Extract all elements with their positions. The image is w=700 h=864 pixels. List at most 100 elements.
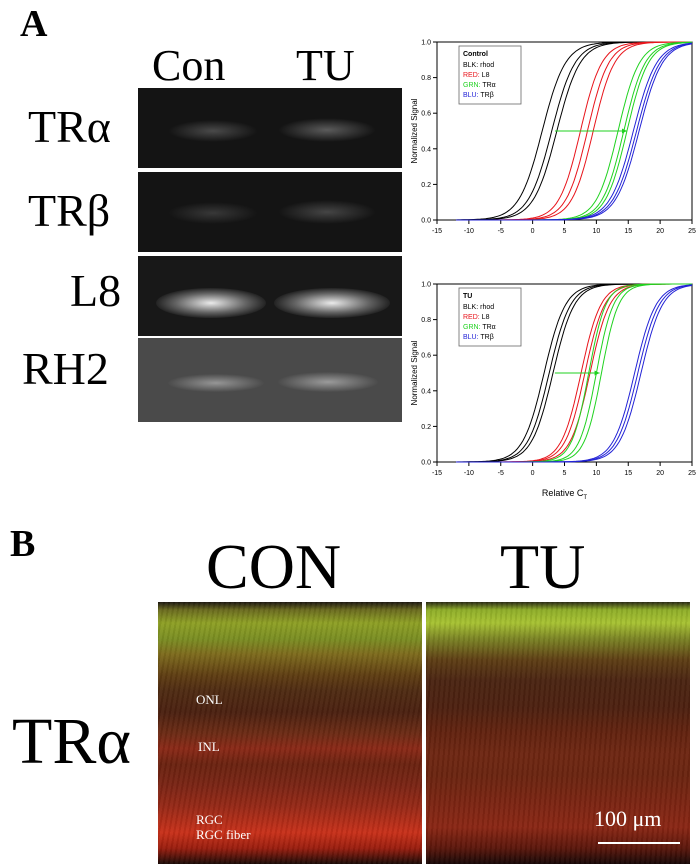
x-tick-label: 20 xyxy=(656,470,664,477)
legend-entry-name: rhod xyxy=(478,62,494,69)
legend-entry-key: RED: xyxy=(463,314,480,321)
y-tick-label: 0.0 xyxy=(421,218,431,225)
x-tick-label: 25 xyxy=(688,228,696,235)
x-tick-label: 5 xyxy=(563,228,567,235)
x-tick-label: -5 xyxy=(498,470,504,477)
y-tick-label: 1.0 xyxy=(421,282,431,289)
x-tick-label: 10 xyxy=(592,470,600,477)
legend-entry-key: BLU: xyxy=(463,92,479,99)
panel-b-label: B xyxy=(10,523,36,565)
x-tick-label: 15 xyxy=(624,228,632,235)
legend-entry: BLU: TRβ xyxy=(463,334,494,341)
legend-box xyxy=(458,287,522,347)
legend-title: TU xyxy=(463,293,472,300)
gel-band-tu xyxy=(278,118,376,142)
x-tick-label: 0 xyxy=(531,470,535,477)
gel-band-con xyxy=(168,202,258,224)
legend-entry: BLK: rhod xyxy=(463,304,494,311)
gel-band-con xyxy=(168,374,264,392)
layer-label-onl: ONL xyxy=(196,692,223,707)
x-axis-label-subscript: T xyxy=(583,495,587,501)
x-tick-label: -15 xyxy=(432,228,442,235)
legend-entry: RED: L8 xyxy=(463,72,490,79)
y-tick-label: 0.4 xyxy=(421,388,431,395)
y-tick-label: 0.2 xyxy=(421,182,431,189)
tissue-texture xyxy=(158,602,422,864)
x-tick-label: 5 xyxy=(563,470,567,477)
gel-row-label-tralpha: TRα xyxy=(28,101,111,152)
legend-entry: GRN: TRα xyxy=(463,82,496,89)
legend-entry-key: RED: xyxy=(463,72,480,79)
micrograph-row-label: TRα xyxy=(12,705,131,778)
legend-entry: RED: L8 xyxy=(463,314,490,321)
qpcr-chart-tu: -15 -10 -5 0 5 10 15 20 25 0.0 0.2 0.4 0.6 0.8 1.0 Norm… xyxy=(410,282,696,502)
scale-bar-label: 100 μm xyxy=(594,806,662,831)
x-tick-label: -10 xyxy=(464,228,474,235)
x-tick-label: 25 xyxy=(688,470,696,477)
x-tick-label: 10 xyxy=(592,228,600,235)
micrograph-tu: 100 μm xyxy=(426,602,690,864)
y-tick-label: 0.6 xyxy=(421,353,431,360)
legend-entry-key: GRN: xyxy=(463,82,481,89)
y-tick-label: 1.0 xyxy=(421,40,431,47)
x-tick-label: 15 xyxy=(624,470,632,477)
legend-entry-name: TRβ xyxy=(479,92,494,99)
gel-row-label-l8: L8 xyxy=(70,265,122,316)
tissue-texture xyxy=(426,602,690,864)
gel-band-tu xyxy=(274,288,390,318)
legend-entry-name: L8 xyxy=(480,72,490,79)
layer-label-inl: INL xyxy=(198,739,220,754)
y-axis-label: Normalized Signal xyxy=(410,98,419,163)
legend-box xyxy=(458,45,522,105)
legend-entry-key: BLK: xyxy=(463,304,478,311)
legend-entry-key: BLU: xyxy=(463,334,479,341)
legend-entry: BLU: TRβ xyxy=(463,92,494,99)
shift-arrow-head xyxy=(594,370,600,376)
gel-row-label-rh2: RH2 xyxy=(22,343,109,394)
legend-entry: BLK: rhod xyxy=(463,62,494,69)
micrograph-column-con: CON xyxy=(206,531,342,602)
y-tick-label: 0.4 xyxy=(421,146,431,153)
gel-strip-l8 xyxy=(138,256,402,336)
legend-entry-name: TRα xyxy=(481,82,496,89)
gel-column-con: Con xyxy=(152,41,226,90)
legend-entry-key: GRN: xyxy=(463,324,481,331)
layer-label-rgc-fiber: RGC fiber xyxy=(196,827,251,842)
y-tick-label: 0.8 xyxy=(421,317,431,324)
x-tick-label: -15 xyxy=(432,470,442,477)
legend-entry-key: BLK: xyxy=(463,62,478,69)
series-line-TRβ xyxy=(456,285,693,463)
x-tick-label: 0 xyxy=(531,228,535,235)
qpcr-chart-control: -15 -10 -5 0 5 10 15 20 25 0.0 0.2 0.4 0.6 0.8 1.0 Norm… xyxy=(410,40,696,236)
legend-title: Control xyxy=(463,51,488,58)
gel-strip-rh2 xyxy=(138,338,402,422)
gel-strip-trbeta xyxy=(138,172,402,252)
x-tick-label: -10 xyxy=(464,470,474,477)
gel-band-con xyxy=(156,288,266,318)
layer-label-rgc: RGC xyxy=(196,812,223,827)
y-tick-label: 0.6 xyxy=(421,111,431,118)
y-tick-label: 0.8 xyxy=(421,75,431,82)
x-axis-label: Relative CT xyxy=(542,488,588,501)
gel-column-tu: TU xyxy=(296,41,355,90)
micrograph-column-tu: TU xyxy=(500,531,586,602)
y-axis-label: Normalized Signal xyxy=(410,340,419,405)
series-line-TRβ xyxy=(456,43,693,221)
legend-entry-name: TRα xyxy=(481,324,496,331)
legend-entry-name: L8 xyxy=(480,314,490,321)
gel-row-label-trbeta: TRβ xyxy=(28,185,111,236)
micrograph-con: ONL INL RGC RGC fiber xyxy=(158,602,422,864)
y-tick-label: 0.2 xyxy=(421,424,431,431)
x-tick-label: 20 xyxy=(656,228,664,235)
shift-arrow-head xyxy=(621,128,627,134)
legend-entry: GRN: TRα xyxy=(463,324,496,331)
x-tick-label: -5 xyxy=(498,228,504,235)
panel-a-label: A xyxy=(20,3,48,45)
gel-strip-tralpha xyxy=(138,88,402,168)
legend-entry-name: rhod xyxy=(478,304,494,311)
gel-band-tu xyxy=(278,200,376,224)
gel-band-con xyxy=(168,120,258,142)
scale-bar xyxy=(598,842,680,844)
y-tick-label: 0.0 xyxy=(421,460,431,467)
legend-entry-name: TRβ xyxy=(479,334,494,341)
